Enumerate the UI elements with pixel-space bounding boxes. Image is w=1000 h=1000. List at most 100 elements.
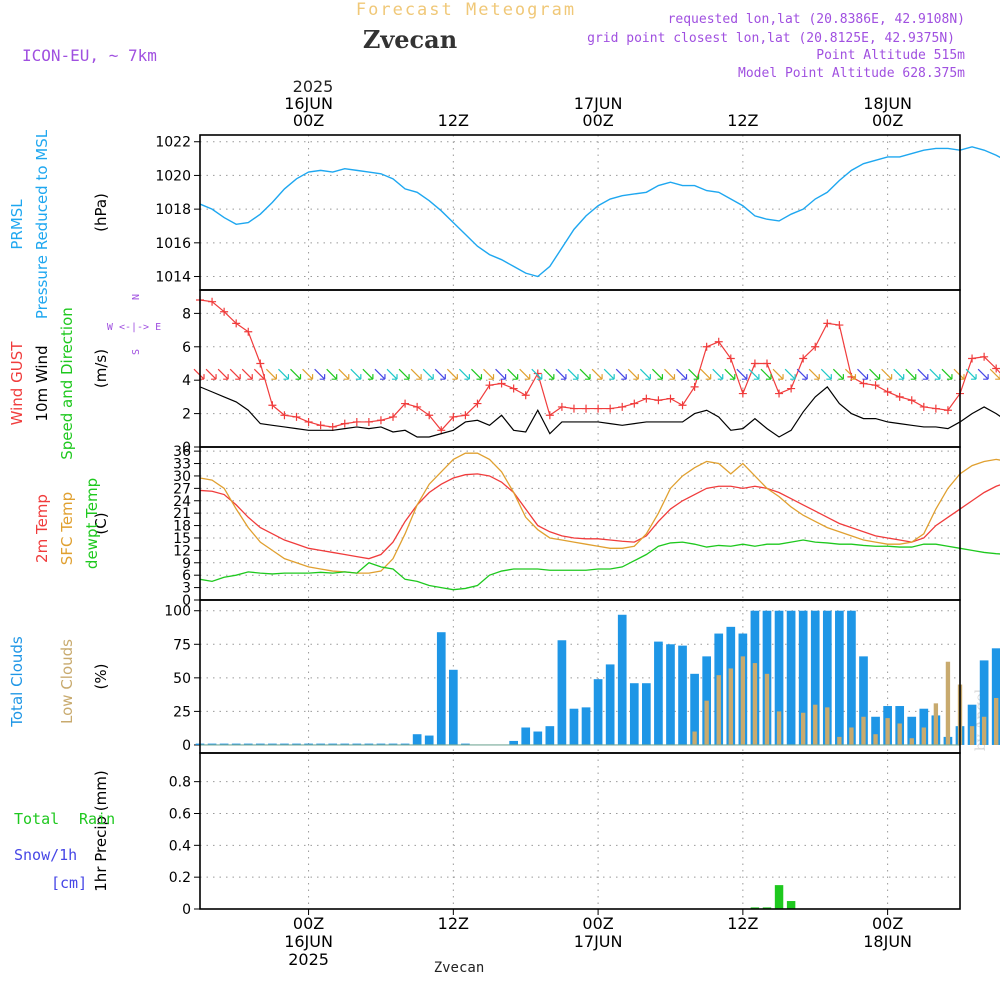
panels: 1014 1016 1018 1020 1022 (hPa) PRMSL Pressure R… bbox=[8, 129, 1000, 918]
clouds-y-tick-label: 75 bbox=[173, 637, 191, 653]
gust-marker bbox=[582, 404, 591, 413]
wind-direction-arrow bbox=[784, 368, 796, 380]
gust-marker bbox=[352, 417, 361, 426]
rain-label-rain: Rain bbox=[79, 810, 115, 828]
clouds-y-tick-label: 100 bbox=[164, 604, 191, 620]
gust-marker bbox=[497, 379, 506, 388]
wind-direction-arrow bbox=[217, 368, 229, 380]
total-cloud-bar bbox=[666, 644, 675, 745]
wind-direction-arrow bbox=[917, 368, 929, 380]
low-cloud-bar bbox=[740, 656, 746, 745]
total-cloud-bar bbox=[376, 743, 386, 745]
low-cloud-bar bbox=[825, 707, 830, 745]
low-cloud-bar bbox=[969, 726, 975, 745]
wind-direction-arrow bbox=[290, 368, 302, 380]
total-cloud-bar bbox=[774, 610, 784, 745]
total-cloud-bar bbox=[424, 735, 434, 745]
total-cloud-bar bbox=[412, 734, 422, 745]
dewpoint-label: dewpt Temp bbox=[83, 478, 101, 569]
total-cloud-bar bbox=[533, 731, 543, 745]
precip-y-tick-label: 0.6 bbox=[169, 806, 191, 822]
wind-direction-arrow bbox=[603, 368, 615, 380]
low-cloud-bar bbox=[921, 727, 926, 745]
wind-direction-arrow bbox=[760, 368, 772, 380]
bottom-location: Zvecan bbox=[434, 960, 485, 976]
gust-marker bbox=[449, 412, 458, 421]
temperature-y-tick-label: 12 bbox=[173, 543, 191, 559]
panel-border bbox=[199, 446, 961, 601]
bottom-time-label: 2025 bbox=[288, 950, 329, 969]
gust-marker bbox=[244, 327, 253, 336]
wind-direction-arrow bbox=[229, 368, 241, 380]
total-cloud-bar bbox=[352, 743, 362, 745]
panel-clouds: 0 25 50 75 100 (%) Total Clouds Low Clouds bbox=[8, 599, 1000, 754]
wind-direction-arrow bbox=[567, 368, 579, 380]
pressure-label-2: Pressure Reduced to MSL bbox=[33, 129, 51, 319]
gust-marker bbox=[642, 394, 651, 403]
gust-marker bbox=[328, 422, 337, 431]
total-cloud-bar bbox=[569, 708, 579, 745]
low-cloud-bar bbox=[861, 716, 866, 745]
gust-marker bbox=[521, 391, 530, 400]
gust-marker bbox=[606, 404, 615, 413]
wind-direction-arrow bbox=[374, 368, 386, 380]
temperature-y-tick-label: 33 bbox=[173, 457, 191, 473]
top-time-label: 12Z bbox=[438, 111, 469, 130]
temp2m-line bbox=[199, 473, 1000, 560]
gust-marker bbox=[823, 319, 832, 328]
top-year-label: 2025 bbox=[293, 77, 334, 96]
snow-unit-label: [cm] bbox=[51, 874, 87, 892]
gust-marker bbox=[630, 399, 639, 408]
wind-direction-arrow bbox=[495, 368, 507, 380]
wind-y-tick-label: 6 bbox=[182, 340, 191, 356]
low-cloud-bar bbox=[704, 700, 709, 745]
wind-direction-arrow bbox=[664, 368, 676, 380]
gust-marker bbox=[413, 402, 422, 411]
wind-gust-label: Wind GUST bbox=[8, 341, 26, 426]
wind-speed-line bbox=[199, 386, 1000, 438]
total-cloud-bar bbox=[581, 707, 591, 745]
total-cloud-bar bbox=[847, 610, 856, 745]
temperature-y-tick-label: 24 bbox=[173, 494, 191, 510]
wind-direction-arrow bbox=[434, 368, 446, 380]
top-time-label: 00Z bbox=[872, 111, 903, 130]
temperature-y-tick-label: 9 bbox=[182, 556, 191, 572]
total-cloud-bar bbox=[991, 648, 1000, 745]
gust-marker bbox=[340, 419, 349, 428]
bottom-time-label: 17JUN bbox=[574, 932, 623, 951]
total-cloud-bar bbox=[207, 743, 217, 745]
panel-precip: 0 0.2 0.4 0.6 0.8 1hr Precip (mm) Total RainSno… bbox=[14, 752, 961, 918]
precip-y-tick-label: 0.8 bbox=[169, 775, 191, 791]
total-cloud-bar bbox=[388, 743, 398, 745]
compass-north: N bbox=[131, 294, 142, 300]
clouds-y-tick-label: 25 bbox=[173, 704, 191, 720]
panel-pressure: 1014 1016 1018 1020 1022 (hPa) PRMSL Pressure R… bbox=[8, 129, 1000, 319]
gust-marker bbox=[389, 412, 398, 421]
total-cloud-bar bbox=[509, 740, 518, 745]
temperature-y-tick-label: 30 bbox=[173, 469, 191, 485]
low-cloud-bar bbox=[933, 703, 939, 745]
wind-direction-arrow bbox=[253, 368, 265, 380]
total-cloud-bar bbox=[859, 656, 868, 745]
gust-marker bbox=[533, 369, 542, 378]
wind-direction-arrow bbox=[881, 368, 893, 380]
total-cloud-bar bbox=[967, 704, 977, 745]
temperature-y-tick-label: 0 bbox=[182, 593, 191, 609]
wind-direction-arrow bbox=[422, 368, 434, 380]
temperature-y-tick-label: 21 bbox=[173, 506, 191, 522]
pressure-y-tick-label: 1020 bbox=[155, 168, 191, 184]
total-cloud-bar bbox=[617, 614, 627, 745]
time-axis-labels: 16JUN00Z00Z16JUN202512Z12Z17JUN00Z00Z17J… bbox=[284, 94, 912, 969]
wind-direction-arrow bbox=[446, 368, 458, 380]
gust-marker bbox=[738, 389, 747, 398]
precip-y-tick-label: 0 bbox=[182, 902, 191, 918]
total-cloud-bar bbox=[243, 743, 253, 745]
bottom-time-label: 12Z bbox=[727, 914, 758, 933]
wind-direction-arrow bbox=[700, 368, 712, 380]
low-cloud-bar bbox=[994, 697, 999, 745]
wind-direction-arrow bbox=[688, 368, 700, 380]
gust-marker bbox=[678, 401, 687, 410]
temperature-y-tick-label: 15 bbox=[173, 531, 191, 547]
